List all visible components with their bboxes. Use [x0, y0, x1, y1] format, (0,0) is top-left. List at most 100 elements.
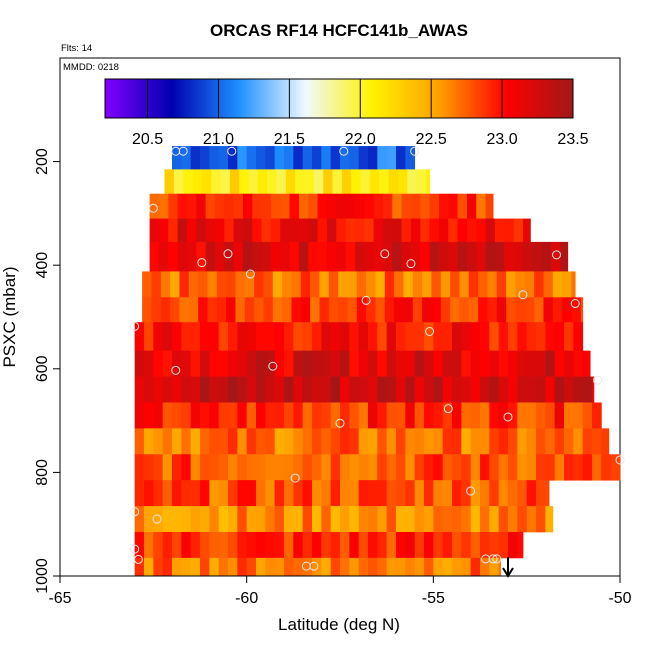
heatmap-cell: [377, 428, 388, 455]
heatmap-cell: [386, 376, 397, 403]
heatmap-cell: [506, 271, 516, 298]
heatmap-cell: [142, 271, 152, 298]
heatmap-cell: [284, 146, 294, 170]
heatmap-cell: [207, 271, 218, 298]
heatmap-cell: [134, 454, 145, 481]
heatmap-cell: [438, 193, 449, 219]
heatmap-cell: [134, 480, 145, 507]
heatmap-cell: [218, 146, 229, 170]
heatmap-cell: [284, 506, 294, 533]
heatmap-cell: [237, 402, 248, 429]
heatmap-cell: [377, 146, 388, 170]
heatmap-cell: [414, 480, 425, 507]
heatmap-cell: [386, 531, 397, 559]
heatmap-cell: [242, 218, 253, 243]
heatmap-cell: [396, 454, 406, 481]
heatmap-cell: [246, 376, 257, 403]
heatmap-cell: [190, 402, 201, 429]
heatmap-cell: [302, 480, 313, 507]
heatmap-cell: [536, 506, 546, 533]
heatmap-cell: [480, 531, 490, 559]
heatmap-cell: [144, 480, 154, 507]
heatmap-cell: [397, 169, 408, 195]
heatmap-cell: [461, 402, 472, 429]
heatmap-cell: [461, 322, 472, 352]
heatmap-cell: [340, 350, 350, 377]
heatmap-cell: [373, 218, 384, 243]
heatmap-cell: [358, 322, 369, 352]
heatmap-cell: [321, 402, 332, 429]
heatmap-cell: [302, 506, 313, 533]
heatmap-cell: [265, 480, 276, 507]
down-arrow-icon: [502, 557, 514, 578]
colorbar: [104, 78, 574, 119]
heatmap-cell: [170, 297, 180, 323]
heatmap-cell: [229, 169, 240, 195]
heatmap-cell: [237, 376, 248, 403]
heatmap-cell: [312, 454, 322, 481]
heatmap-cell: [480, 557, 490, 577]
heatmap-cell: [308, 241, 318, 272]
heatmap-cell: [442, 454, 453, 481]
heatmap-cell: [190, 428, 201, 455]
heatmap-cell: [356, 297, 367, 323]
heatmap-cell: [272, 271, 283, 298]
heatmap-cell: [433, 428, 444, 455]
heatmap-cell: [396, 531, 406, 559]
heatmap-cell: [261, 193, 272, 219]
heatmap-cell: [228, 531, 238, 559]
heatmap-cell: [267, 169, 277, 195]
heatmap-cell: [545, 402, 556, 429]
heatmap-cell: [321, 428, 332, 455]
heatmap-cell: [536, 350, 546, 377]
heatmap-cell: [498, 557, 501, 577]
heatmap-cell: [526, 322, 537, 352]
heatmap-cell: [190, 146, 201, 170]
sample-point: [227, 146, 237, 156]
heatmap-cell: [289, 241, 300, 272]
heatmap-cell: [254, 271, 264, 298]
heatmap-cell: [284, 376, 294, 403]
heatmap-cell: [377, 531, 388, 559]
heatmap-cell: [218, 454, 229, 481]
heatmap-cell: [368, 402, 378, 429]
heatmap-cell: [302, 557, 313, 577]
heatmap-cell: [452, 557, 462, 577]
heatmap-cell: [237, 322, 248, 352]
heatmap-cell: [302, 531, 313, 559]
heatmap-cell: [291, 271, 302, 298]
heatmap-cell: [405, 506, 416, 533]
heatmap-cell: [354, 193, 365, 219]
heatmap-cell: [368, 376, 378, 403]
heatmap-cell: [386, 428, 397, 455]
heatmap-cell: [151, 271, 162, 298]
heatmap-cell: [336, 193, 346, 219]
heatmap-cell: [410, 241, 421, 272]
heatmap-cell: [496, 297, 507, 323]
heatmap-cell: [414, 376, 425, 403]
heatmap-cell: [582, 376, 593, 403]
heatmap-cell: [405, 531, 416, 559]
y-tick-label: 1000: [34, 558, 51, 594]
heatmap-cell: [312, 428, 322, 455]
heatmap-cell: [265, 402, 276, 429]
heatmap-cell: [424, 402, 434, 429]
sample-point: [503, 412, 513, 422]
heatmap-cell: [218, 557, 229, 577]
sample-point: [268, 361, 278, 371]
heatmap-cell: [237, 531, 248, 559]
heatmap-cell: [461, 454, 472, 481]
heatmap-cell: [601, 428, 610, 455]
heatmap-cell: [358, 557, 369, 577]
heatmap-cell: [228, 146, 238, 170]
sample-point: [443, 404, 453, 414]
heatmap-cell: [485, 193, 494, 219]
heatmap-cell: [158, 218, 169, 243]
heatmap-cell: [424, 480, 434, 507]
heatmap-cell: [517, 454, 528, 481]
heatmap-cell: [144, 322, 154, 352]
heatmap-cell: [592, 428, 602, 455]
heatmap-cell: [237, 350, 248, 377]
heatmap-cell: [354, 241, 365, 272]
sample-point: [130, 544, 140, 554]
